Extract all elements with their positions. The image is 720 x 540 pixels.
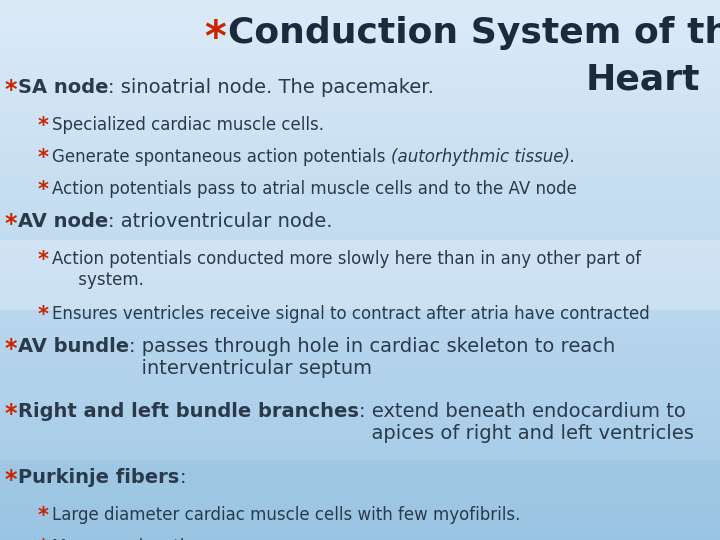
Text: Specialized cardiac muscle cells.: Specialized cardiac muscle cells.	[52, 116, 324, 134]
Text: Action potentials conducted more slowly here than in any other part of
     syst: Action potentials conducted more slowly …	[52, 250, 641, 289]
Text: Ensures ventricles receive signal to contract after atria have contracted: Ensures ventricles receive signal to con…	[52, 305, 649, 323]
Text: Conduction System of the: Conduction System of the	[228, 16, 720, 50]
Text: *: *	[4, 468, 17, 492]
Text: *: *	[38, 305, 49, 325]
Text: *: *	[38, 538, 49, 540]
Text: (autorhythmic tissue).: (autorhythmic tissue).	[391, 148, 575, 166]
Text: *: *	[38, 250, 49, 270]
Text: : extend beneath endocardium to
  apices of right and left ventricles: : extend beneath endocardium to apices o…	[359, 402, 694, 443]
Text: : sinoatrial node. The pacemaker.: : sinoatrial node. The pacemaker.	[109, 78, 434, 97]
Text: Right and left bundle branches: Right and left bundle branches	[18, 402, 359, 421]
Text: AV bundle: AV bundle	[18, 337, 129, 356]
Text: *: *	[4, 402, 17, 427]
Text: SA node: SA node	[18, 78, 109, 97]
Text: *: *	[38, 116, 49, 136]
Text: *: *	[204, 18, 226, 60]
FancyBboxPatch shape	[0, 460, 720, 540]
Text: AV node: AV node	[18, 212, 108, 231]
FancyBboxPatch shape	[0, 240, 720, 310]
Text: : atrioventricular node.: : atrioventricular node.	[108, 212, 333, 231]
Text: *: *	[38, 180, 49, 200]
Text: Large diameter cardiac muscle cells with few myofibrils.: Large diameter cardiac muscle cells with…	[52, 506, 521, 524]
Text: Generate spontaneous action potentials: Generate spontaneous action potentials	[52, 148, 391, 166]
Text: *: *	[4, 337, 17, 361]
Text: Heart: Heart	[585, 62, 700, 96]
Text: Many gap junctions.: Many gap junctions.	[52, 538, 219, 540]
Text: Action potentials pass to atrial muscle cells and to the AV node: Action potentials pass to atrial muscle …	[52, 180, 577, 198]
Text: *: *	[38, 148, 49, 168]
Text: *: *	[4, 212, 17, 236]
Text: *: *	[4, 78, 17, 102]
Text: *: *	[38, 506, 49, 526]
Text: :: :	[179, 468, 186, 487]
Text: : passes through hole in cardiac skeleton to reach
  interventricular septum: : passes through hole in cardiac skeleto…	[129, 337, 616, 378]
Text: Purkinje fibers: Purkinje fibers	[18, 468, 179, 487]
